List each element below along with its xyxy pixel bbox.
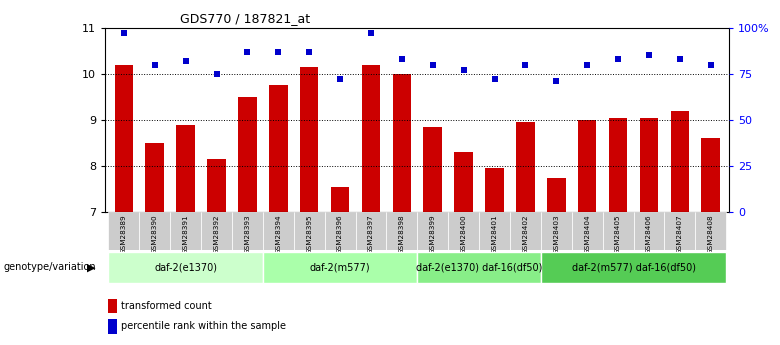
Point [211,71,223,77]
Bar [417,212,448,250]
Bar [547,178,566,212]
Text: GSM28398: GSM28398 [399,214,405,254]
Text: GSM28404: GSM28404 [584,214,590,254]
Point [365,30,378,36]
Bar [108,319,116,334]
Text: GSM28399: GSM28399 [430,214,436,254]
Text: GSM28397: GSM28397 [368,214,374,254]
Text: GSM28392: GSM28392 [214,214,219,254]
Text: daf-2(e1370) daf-16(df50): daf-2(e1370) daf-16(df50) [416,263,542,272]
Bar [485,168,504,212]
Bar [232,212,263,250]
Point [179,58,192,63]
Bar [269,85,288,212]
Bar [541,252,726,283]
Bar [392,74,411,212]
Bar [455,152,473,212]
Text: daf-2(m577) daf-16(df50): daf-2(m577) daf-16(df50) [572,263,696,272]
Text: percentile rank within the sample: percentile rank within the sample [121,322,286,332]
Bar [300,67,318,212]
Bar [424,127,442,212]
Text: genotype/variation: genotype/variation [4,263,97,272]
Point [612,56,624,62]
Text: transformed count: transformed count [121,301,211,311]
Point [581,62,594,67]
Text: GSM28405: GSM28405 [615,214,621,254]
Bar [603,212,633,250]
Text: daf-2(e1370): daf-2(e1370) [154,263,217,272]
Text: ▶: ▶ [87,263,96,272]
Text: daf-2(m577): daf-2(m577) [310,263,370,272]
Text: GSM28391: GSM28391 [183,214,189,254]
Text: GSM28401: GSM28401 [491,214,498,254]
Bar [633,212,665,250]
Point [334,77,346,82]
Bar [331,187,349,212]
Bar [263,212,294,250]
Point [241,49,254,55]
Bar [238,97,257,212]
Text: GSM28403: GSM28403 [553,214,559,254]
Text: GSM28406: GSM28406 [646,214,652,254]
Bar [479,212,510,250]
Bar [115,65,133,212]
Text: GSM28408: GSM28408 [707,214,714,254]
Bar [578,120,597,212]
Text: GSM28400: GSM28400 [461,214,466,254]
Bar [108,299,116,313]
Point [148,62,161,67]
Text: GSM28394: GSM28394 [275,214,282,254]
Point [704,62,717,67]
Bar [510,212,541,250]
Bar [665,212,695,250]
Bar [108,252,263,283]
Bar [417,252,541,283]
Point [519,62,532,67]
Point [303,49,315,55]
Bar [386,212,417,250]
Bar [170,212,201,250]
Bar [516,122,534,212]
Bar [695,212,726,250]
Text: GDS770 / 187821_at: GDS770 / 187821_at [180,12,310,25]
Point [272,49,285,55]
Bar [448,212,479,250]
Point [118,30,130,36]
Bar [609,118,627,212]
Point [488,77,501,82]
Bar [701,138,720,212]
Point [395,56,408,62]
Bar [294,212,324,250]
Bar [176,125,195,212]
Bar [640,118,658,212]
Bar [108,212,140,250]
Bar [541,212,572,250]
Bar [356,212,386,250]
Bar [572,212,603,250]
Point [550,78,562,84]
Text: GSM28395: GSM28395 [307,214,312,254]
Text: GSM28396: GSM28396 [337,214,343,254]
Bar [145,143,164,212]
Bar [671,111,690,212]
Point [643,52,655,58]
Text: GSM28390: GSM28390 [152,214,158,254]
Text: GSM28393: GSM28393 [244,214,250,254]
Bar [201,212,232,250]
Point [457,67,470,73]
Point [427,62,439,67]
Text: GSM28407: GSM28407 [677,214,682,254]
Point [674,56,686,62]
Bar [207,159,225,212]
Text: GSM28389: GSM28389 [121,214,127,254]
Bar [324,212,356,250]
Bar [263,252,417,283]
Bar [362,65,380,212]
Text: GSM28402: GSM28402 [523,214,528,254]
Bar [140,212,170,250]
